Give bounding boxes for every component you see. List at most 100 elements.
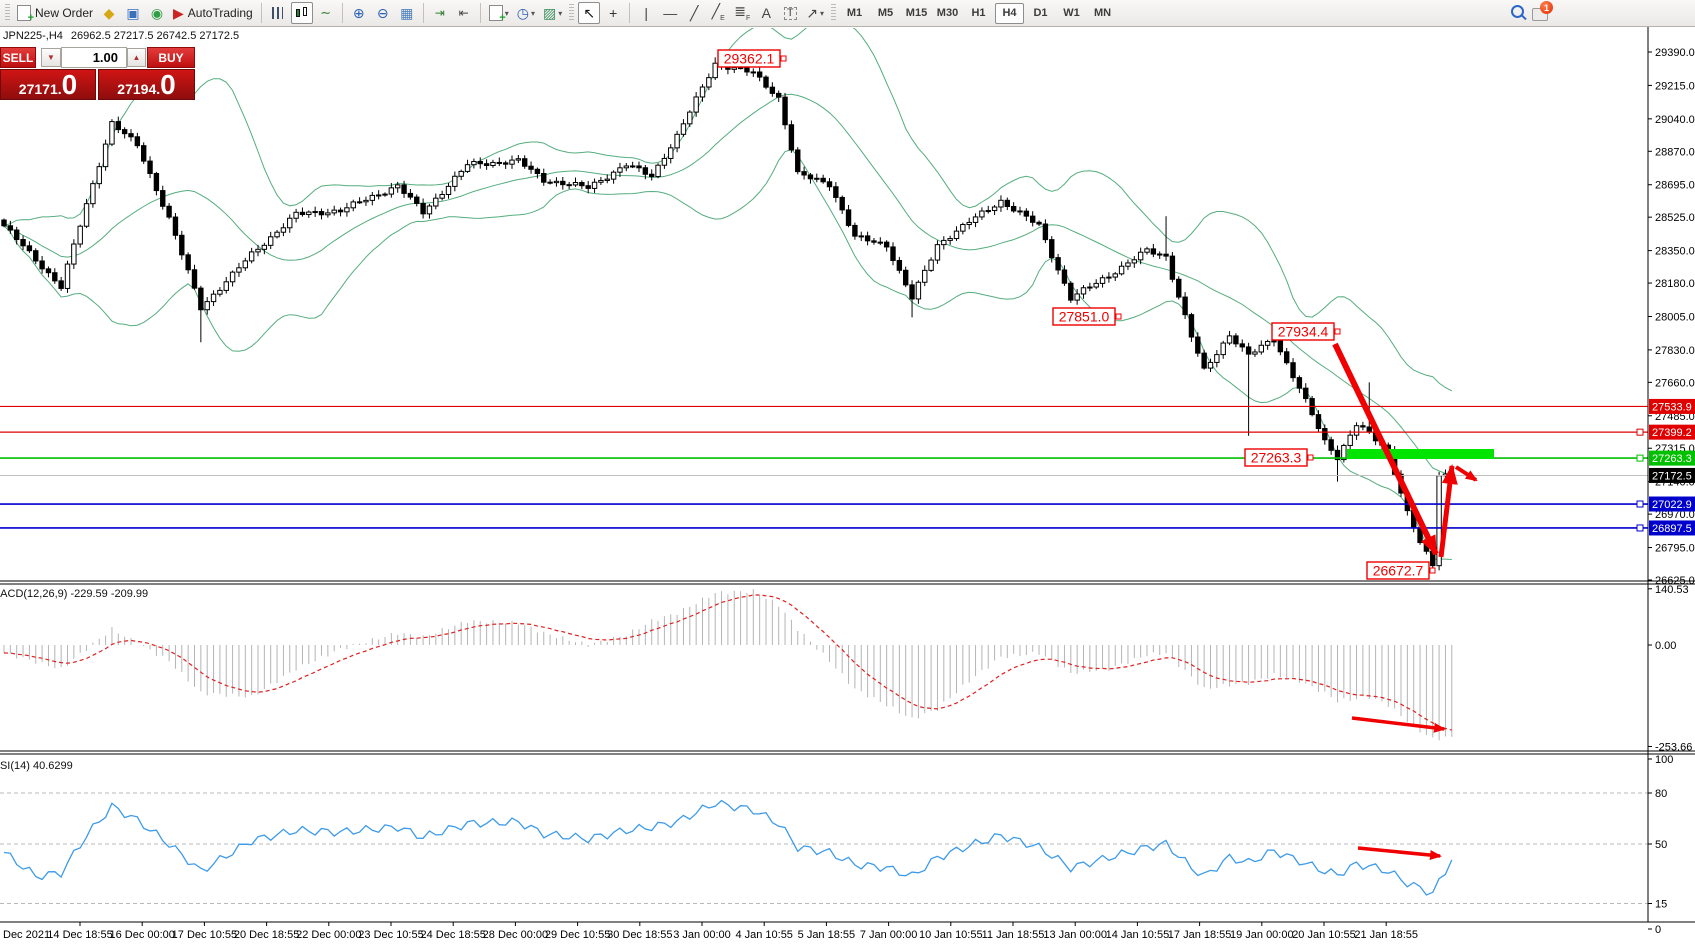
candle-body <box>64 263 71 289</box>
price-tag[interactable] <box>1649 424 1695 440</box>
price-tag[interactable] <box>1649 398 1695 414</box>
price-tag[interactable] <box>1649 450 1695 466</box>
volume-decrease-button[interactable]: ▼ <box>41 48 61 67</box>
line-handle[interactable] <box>1636 428 1644 436</box>
price-annotation-box[interactable] <box>1052 307 1116 326</box>
timeframe-mn[interactable]: MN <box>1093 7 1112 19</box>
candle-body <box>541 173 547 183</box>
sell-button[interactable]: SELL <box>0 47 36 68</box>
trend-arrow[interactable] <box>1357 846 1442 861</box>
zoom-out-button[interactable]: ⊖ <box>372 2 394 24</box>
chart-shift-button[interactable]: ⇤ <box>453 2 475 24</box>
tile-windows-button[interactable]: ▦ <box>396 2 418 24</box>
channel-button[interactable]: ╱E <box>707 2 729 24</box>
auto-scroll-button[interactable]: ⇥ <box>429 2 451 24</box>
toolbar-grip[interactable] <box>569 4 575 22</box>
indicators-button[interactable]: + ▾ <box>486 2 512 24</box>
time-label: 3 Jan 00:00 <box>673 929 731 941</box>
candle-body <box>1 219 7 227</box>
buy-price-panel[interactable]: 27194. 0 <box>98 69 195 100</box>
price-tag-text: 26897.5 <box>1652 523 1692 535</box>
templates-button[interactable]: ▨ ▾ <box>542 5 563 21</box>
timeframe-h4[interactable]: H4 <box>995 2 1024 24</box>
candle-body <box>287 217 293 229</box>
text-button[interactable]: A <box>755 2 777 24</box>
new-order-button[interactable]: + New Order <box>14 2 96 24</box>
buy-price: 27194. <box>117 80 161 97</box>
buy-button[interactable]: BUY <box>147 47 195 68</box>
rsi-line <box>3 799 1453 896</box>
toolbar-grip[interactable] <box>831 4 836 22</box>
timeframe-m15[interactable]: M15 <box>905 7 928 19</box>
arrows-button[interactable]: ↗ ▾ <box>806 5 824 21</box>
candle-body <box>1214 354 1220 363</box>
vertical-line-button[interactable]: | <box>635 2 657 24</box>
timeframe-m5[interactable]: M5 <box>877 7 894 19</box>
zoom-in-button[interactable]: ⊕ <box>348 2 370 24</box>
line-handle[interactable] <box>1636 454 1644 462</box>
trend-arrow[interactable] <box>1454 465 1478 482</box>
price-annotation-box[interactable] <box>1366 561 1430 580</box>
fibonacci-button[interactable]: ≣F <box>731 2 753 24</box>
candle-body <box>699 86 706 98</box>
candle-body <box>744 67 750 73</box>
periods-button[interactable]: ◷ ▾ <box>516 5 535 21</box>
toolbar-grip[interactable] <box>5 4 10 22</box>
support-zone-rectangle[interactable] <box>1347 449 1494 459</box>
price-annotation-box[interactable] <box>717 49 781 68</box>
volume-input[interactable] <box>61 47 127 68</box>
candle-body <box>344 207 350 213</box>
candle-body <box>414 196 420 204</box>
timeframe-d1[interactable]: D1 <box>1033 7 1048 19</box>
time-label: 30 Dec 18:55 <box>607 929 672 941</box>
time-label: 17 Dec 10:55 <box>172 929 237 941</box>
candle-body <box>102 143 109 168</box>
metaeditor-icon: ◆ <box>103 5 115 21</box>
macd-tick-label: 0.00 <box>1655 640 1676 652</box>
time-label: 22 Dec 00:00 <box>296 929 361 941</box>
alerts-icon[interactable]: 1 <box>1532 1 1553 21</box>
price-tag[interactable] <box>1649 520 1695 536</box>
search-icon[interactable] <box>1511 5 1524 18</box>
cursor-button[interactable]: ↖ <box>578 2 601 24</box>
autotrading-button[interactable]: ▶ AutoTrading <box>170 2 256 24</box>
timeframe-h1[interactable]: H1 <box>971 7 986 19</box>
horizontal-line-button[interactable]: — <box>659 2 681 24</box>
candle-body <box>769 86 776 94</box>
candle-body <box>204 301 210 311</box>
time-label: 29 Dec 10:55 <box>545 929 610 941</box>
price-annotation-box[interactable] <box>1244 448 1308 467</box>
market-watch-button[interactable]: ◉ <box>146 2 168 24</box>
price-tag[interactable] <box>1649 496 1695 512</box>
candle-body <box>1233 335 1239 345</box>
line-handle[interactable] <box>1636 500 1644 508</box>
candle-body <box>953 230 960 240</box>
timeframe-w1[interactable]: W1 <box>1063 7 1080 19</box>
trendline-button[interactable]: ╱ <box>683 2 705 24</box>
metaeditor-button[interactable]: ◆ <box>98 2 120 24</box>
candle-body <box>1277 340 1284 353</box>
candle-body <box>972 216 979 223</box>
price-annotation-text: 29362.1 <box>724 51 775 67</box>
candle-body <box>1150 248 1157 255</box>
volume-increase-button[interactable]: ▲ <box>127 48 146 67</box>
price-annotation-box[interactable] <box>1271 322 1335 341</box>
candle-body <box>1303 387 1309 400</box>
timeframe-m30[interactable]: M30 <box>936 7 959 19</box>
bar-chart-button[interactable] <box>267 2 289 24</box>
line-handle[interactable] <box>1636 524 1644 532</box>
line-chart-button[interactable]: ∼ <box>315 2 337 24</box>
trend-arrow[interactable] <box>1332 342 1439 556</box>
strategy-tester-button[interactable]: ▣ <box>122 2 144 24</box>
candlestick-chart-button[interactable] <box>290 2 313 24</box>
text-label-button[interactable]: T <box>779 2 801 24</box>
candlestick-series <box>1 57 1455 571</box>
trend-arrow[interactable] <box>1351 716 1446 733</box>
timeframe-m1[interactable]: M1 <box>846 7 863 19</box>
candle-body <box>1284 351 1290 364</box>
crosshair-button[interactable]: + <box>602 2 624 24</box>
sell-price-panel[interactable]: 27171. 0 <box>0 69 96 100</box>
trend-arrow[interactable] <box>1438 464 1458 558</box>
price-tick-label: 29040.0 <box>1655 114 1695 126</box>
annotation-anchor <box>1115 313 1122 320</box>
